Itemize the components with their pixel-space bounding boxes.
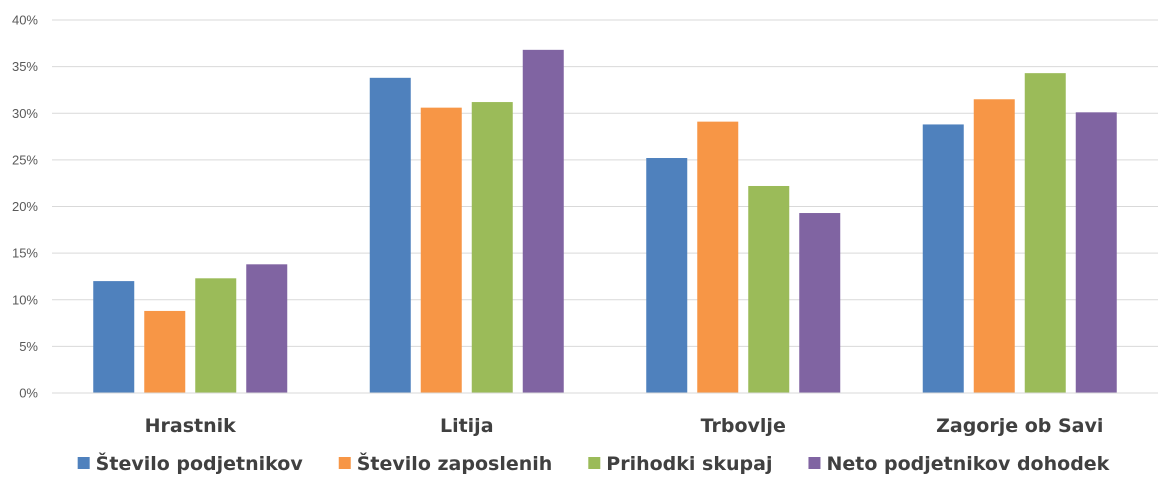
legend-swatch — [588, 457, 601, 469]
bar-litija-series-1 — [369, 77, 411, 393]
bar-hrastnik-series-1 — [93, 281, 135, 393]
bar-trbovlje-series-3 — [748, 185, 790, 393]
y-tick-label: 5% — [19, 339, 38, 354]
legend-swatch — [338, 457, 351, 469]
y-tick-label: 0% — [19, 386, 38, 401]
bar-zagorje-ob-savi-series-2 — [973, 99, 1015, 393]
bar-hrastnik-series-2 — [144, 310, 186, 393]
y-tick-label: 20% — [12, 199, 38, 214]
bar-litija-series-2 — [420, 107, 462, 393]
bar-litija-series-3 — [471, 102, 513, 393]
bar-trbovlje-series-2 — [697, 121, 739, 393]
legend-label: Neto podjetnikov dohodek — [826, 453, 1109, 475]
legend-label: Število zaposlenih — [357, 451, 553, 475]
bar-trbovlje-series-1 — [646, 158, 688, 393]
category-label: Hrastnik — [145, 415, 237, 437]
bar-zagorje-ob-savi-series-3 — [1024, 73, 1066, 393]
bar-hrastnik-series-4 — [246, 264, 288, 393]
bar-zagorje-ob-savi-series-4 — [1075, 112, 1117, 393]
category-label: Litija — [440, 415, 494, 437]
bar-hrastnik-series-3 — [195, 278, 237, 393]
gridlines — [52, 19, 1158, 347]
y-tick-label: 10% — [12, 292, 38, 307]
y-axis-tick-labels: 0% 5% 10% 15% 20% 25% 30% 35% 40% — [12, 13, 38, 401]
y-tick-label: 15% — [12, 246, 38, 261]
legend-label: Prihodki skupaj — [606, 453, 772, 475]
bar-zagorje-ob-savi-series-1 — [922, 124, 964, 393]
category-label: Trbovlje — [701, 415, 786, 437]
y-tick-label: 35% — [12, 59, 38, 74]
bar-litija-series-4 — [522, 49, 564, 394]
category-label: Zagorje ob Savi — [936, 415, 1103, 437]
y-tick-label: 30% — [12, 106, 38, 121]
bar-trbovlje-series-4 — [799, 213, 841, 393]
legend-swatch — [808, 457, 821, 469]
legend-swatch — [77, 457, 90, 469]
y-tick-label: 40% — [12, 13, 38, 28]
legend-label: Število podjetnikov — [96, 451, 304, 475]
bars — [93, 49, 1117, 394]
legend: Število podjetnikov Število zaposlenih Pri… — [77, 451, 1110, 475]
category-labels: Hrastnik Litija Trbovlje Zagorje ob Savi — [145, 415, 1104, 437]
y-tick-label: 25% — [12, 152, 38, 167]
